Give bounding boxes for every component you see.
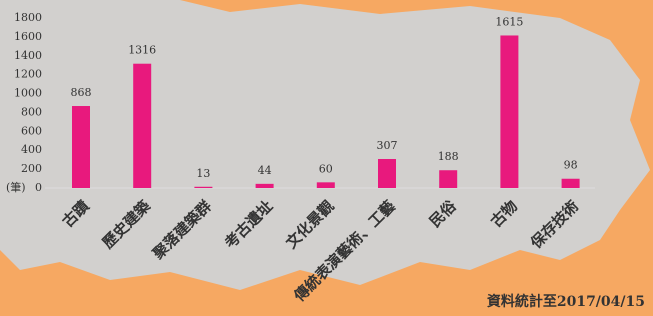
- bar: [562, 179, 580, 188]
- background-shape: [0, 0, 650, 290]
- bar: [72, 106, 90, 188]
- y-tick-label: 1400: [14, 49, 42, 62]
- bar: [378, 159, 396, 188]
- y-tick-label: 1200: [14, 68, 42, 81]
- y-tick-label: 0: [35, 181, 42, 194]
- bar: [439, 170, 457, 188]
- value-label: 868: [71, 86, 92, 99]
- bar: [133, 64, 151, 188]
- y-tick-label: 400: [21, 143, 42, 156]
- chart: (筆) 資料統計至2017/04/15 0 200 400 600 800 1000 120…: [0, 0, 653, 316]
- footnote: 資料統計至2017/04/15: [487, 293, 645, 310]
- y-tick-label: 600: [21, 124, 42, 137]
- bar: [256, 184, 274, 188]
- y-tick-label: 1800: [14, 11, 42, 24]
- y-tick-label: 200: [21, 162, 42, 175]
- value-label: 13: [196, 167, 210, 180]
- value-label: 1316: [128, 44, 156, 57]
- value-label: 307: [377, 139, 398, 152]
- value-label: 1615: [495, 15, 523, 28]
- y-tick-label: 1600: [14, 30, 42, 43]
- bar: [317, 182, 335, 188]
- value-label: 188: [438, 150, 459, 163]
- y-unit: (筆): [6, 180, 26, 194]
- value-label: 44: [258, 164, 272, 177]
- page: {"chart_data": {"type": "bar", "categori…: [0, 0, 653, 316]
- y-tick-label: 1000: [14, 87, 42, 100]
- value-label: 98: [564, 159, 578, 172]
- bar: [194, 187, 212, 188]
- value-label: 60: [319, 162, 333, 175]
- bar: [500, 35, 518, 188]
- y-tick-label: 800: [21, 105, 42, 118]
